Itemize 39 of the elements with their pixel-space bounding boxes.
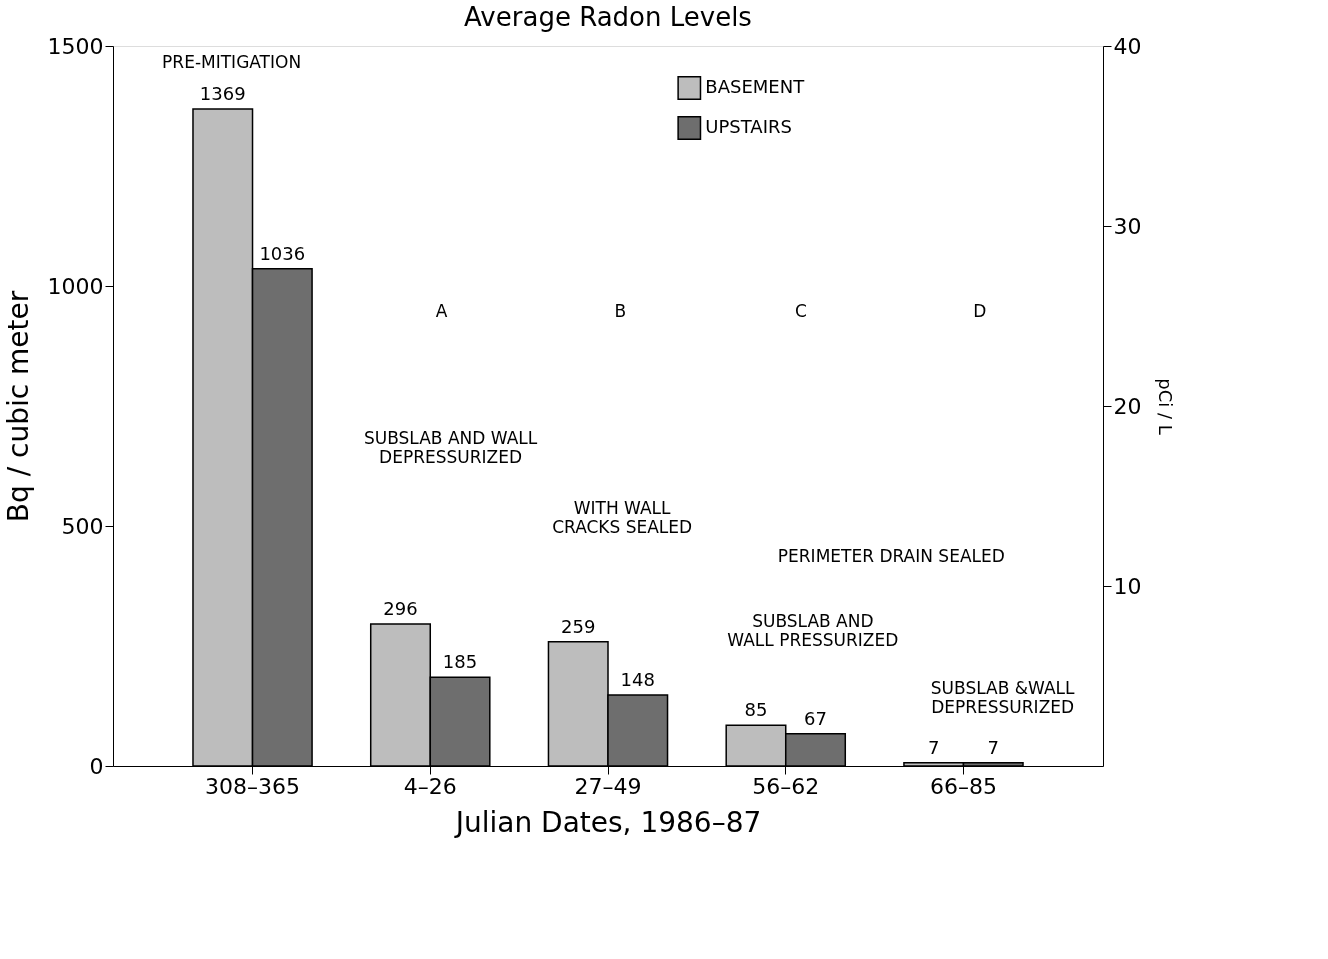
annotation: PERIMETER DRAIN SEALED [777,545,1005,566]
y-tick-label: 1000 [47,273,104,299]
y2-tick-label: 30 [1113,213,1142,239]
annotation: WITH WALL CRACKS SEALED [552,497,693,537]
data-label: 67 [804,707,827,729]
legend-label: BASEMENT [705,76,806,97]
data-label: 259 [561,615,596,637]
annotation: C [795,301,807,322]
annotation: PRE-MITIGATION [162,52,302,73]
legend-label: UPSTAIRS [705,116,792,137]
annotation: SUBSLAB &WALL DEPRESSURIZED [930,678,1075,718]
data-label: 1369 [199,82,246,104]
y-axis-title: Bq / cubic meter [1,290,35,523]
y-tick-label: 500 [61,513,104,539]
x-tick-label: 308–365 [205,773,301,799]
annotation: A [435,301,448,322]
data-label: 1036 [259,242,306,264]
x-tick-label: 66–85 [929,773,997,799]
data-label: 185 [442,651,478,673]
data-label: 148 [620,668,655,690]
data-label: 7 [927,736,940,758]
chart-title: Average Radon Levels [464,2,752,32]
data-label: 85 [744,699,768,721]
y2-tick-label: 20 [1113,393,1142,419]
annotation: SUBSLAB AND WALL DEPRESSURIZED [363,427,538,467]
annotation: B [614,301,627,322]
x-tick-label: 56–62 [752,773,820,799]
x-tick-label: 4–26 [403,773,457,799]
data-label: 296 [383,597,418,619]
data-label: 7 [987,736,999,758]
y-tick-label: 1500 [47,33,104,59]
y2-tick-label: 10 [1113,573,1142,599]
y2-tick-label: 40 [1113,33,1142,59]
y-tick-label: 0 [89,753,104,779]
y2-axis-title: pCi / L [1155,378,1177,435]
annotation: D [973,301,987,322]
x-tick-label: 27–49 [574,773,642,799]
annotation: SUBSLAB AND WALL PRESSURIZED [727,611,899,650]
x-axis-title: Julian Dates, 1986–87 [453,805,762,839]
